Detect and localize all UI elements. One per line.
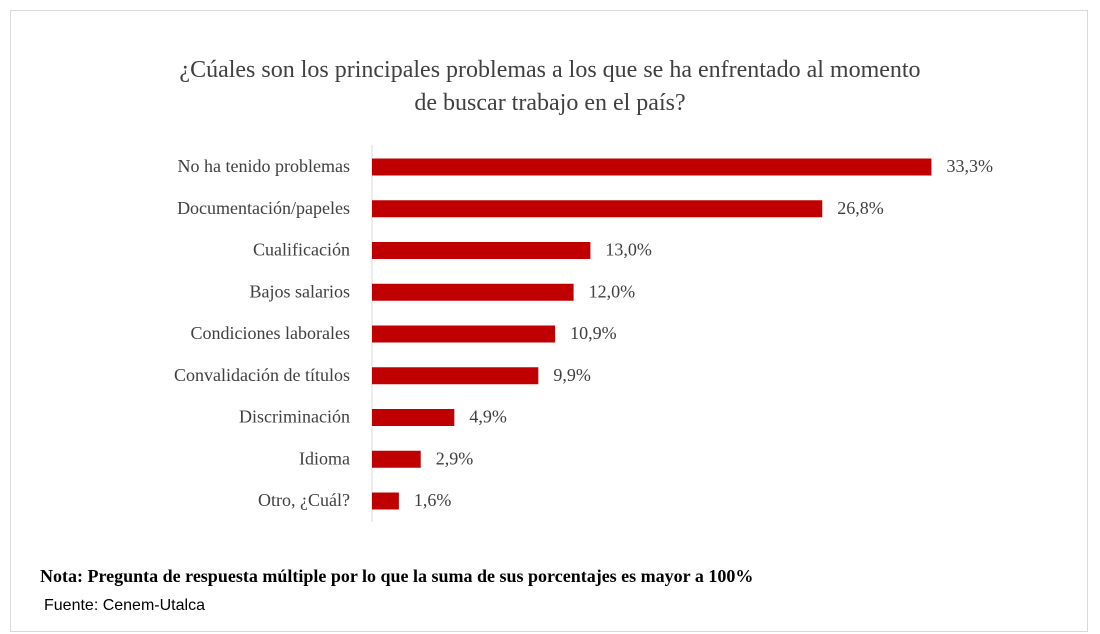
chart-title: ¿Cúales son los principales problemas a … [179,57,921,116]
bar [372,325,556,343]
source: Fuente: Cenem-Utalca [44,597,205,614]
value-label: 13,0% [605,240,652,260]
category-label: Cualificación [253,240,350,260]
note: Nota: Pregunta de respuesta múltiple por… [40,566,754,586]
chart-frame [10,10,1088,632]
category-label: No ha tenido problemas [178,156,350,176]
value-label: 1,6% [414,490,452,510]
category-label: Discriminación [239,407,350,427]
value-label: 10,9% [570,323,617,343]
bar [372,409,455,426]
category-label: Idioma [299,448,350,468]
bar [372,450,421,468]
bar [372,283,574,301]
value-label: 4,9% [469,407,507,427]
value-label: 33,3% [946,156,993,176]
category-label: Documentación/papeles [177,198,350,218]
category-label: Condiciones laborales [191,323,350,343]
value-label: 9,9% [553,365,591,385]
bar [372,242,591,259]
value-label: 12,0% [589,281,636,301]
bar [372,367,539,385]
value-label: 26,8% [837,198,884,218]
bar [372,200,823,218]
category-label: Convalidación de títulos [174,365,350,385]
category-label: Bajos salarios [250,281,351,301]
value-label: 2,9% [436,448,474,468]
category-label: Otro, ¿Cuál? [258,490,350,510]
bar [372,492,399,510]
bar [372,158,932,176]
